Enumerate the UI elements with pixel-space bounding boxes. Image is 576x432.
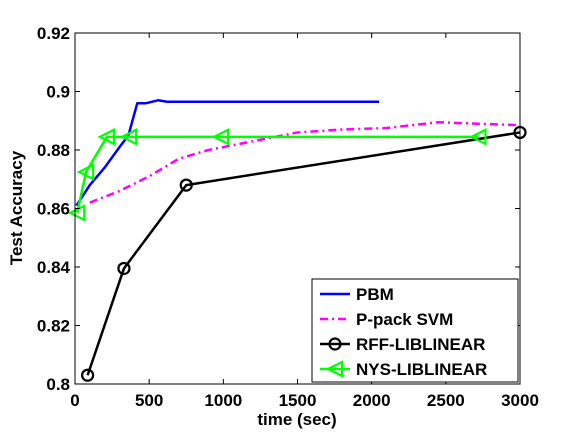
y-axis-label: Test Accuracy: [7, 150, 26, 265]
x-tick-label: 1500: [279, 391, 317, 410]
x-tick-label: 2000: [353, 391, 391, 410]
y-tick-label: 0.84: [37, 258, 71, 277]
x-axis-label: time (sec): [257, 410, 336, 429]
y-tick-label: 0.86: [37, 200, 70, 219]
y-tick-label: 0.82: [37, 317, 70, 336]
x-tick-label: 3000: [501, 391, 539, 410]
y-tick-label: 0.88: [37, 141, 70, 160]
legend-label-rff-liblinear: RFF-LIBLINEAR: [356, 335, 485, 354]
x-tick-label: 1000: [204, 391, 242, 410]
legend: PBM P-pack SVM RFF-LIBLINEAR NYS-LIBLINEAR: [312, 279, 518, 382]
y-tick-label: 0.92: [37, 24, 70, 43]
x-tick-label: 0: [70, 391, 79, 410]
y-tick-label: 0.8: [46, 375, 70, 394]
x-tick-label: 2500: [427, 391, 465, 410]
legend-label-nys-liblinear: NYS-LIBLINEAR: [356, 360, 487, 379]
legend-label-p-pack-svm: P-pack SVM: [356, 310, 453, 329]
legend-label-pbm: PBM: [356, 285, 394, 304]
y-tick-label: 0.9: [46, 83, 70, 102]
x-tick-label: 500: [135, 391, 163, 410]
